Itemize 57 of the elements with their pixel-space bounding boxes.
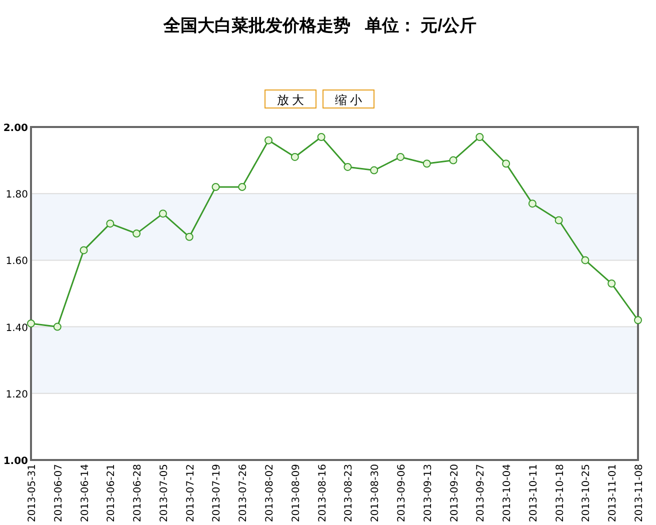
x-tick-label: 2013-08-02 — [264, 464, 276, 522]
point — [264, 136, 273, 144]
x-tick-label: 2013-09-06 — [396, 464, 408, 522]
y-tick-label: 1.80 — [6, 190, 28, 201]
point — [449, 156, 458, 164]
point — [608, 280, 616, 288]
point — [634, 316, 642, 324]
point — [106, 220, 114, 228]
point — [212, 182, 220, 191]
x-tick-label: 2013-10-18 — [554, 464, 566, 522]
y-tick-label: 1.40 — [6, 322, 28, 334]
x-tick-label: 2013-05-31 — [27, 464, 38, 522]
point — [290, 152, 299, 161]
y-tick-label: 1.00 — [3, 456, 28, 467]
x-tick-label: 2013-06-28 — [132, 464, 144, 522]
x-tick-label: 2013-09-13 — [422, 464, 434, 522]
point — [53, 322, 62, 331]
x-tick-label: 2013-06-21 — [106, 464, 118, 522]
x-tick-label: 2013-06-14 — [80, 464, 91, 522]
x-tick-label: 2013-09-20 — [449, 464, 460, 522]
x-tick-label: 2013-07-12 — [185, 464, 196, 522]
x-tick-label: 2013-11-01 — [608, 464, 619, 522]
point — [554, 216, 563, 224]
x-tick-label: 2013-10-04 — [502, 464, 514, 522]
y-tick-label: 2.00 — [3, 123, 28, 134]
point — [370, 166, 378, 174]
x-tick-label: 2013-07-26 — [238, 464, 250, 522]
point — [27, 319, 35, 328]
x-tick-label: 2013-07-05 — [158, 464, 170, 522]
point — [132, 230, 141, 238]
y-tick-label: 1.20 — [6, 389, 28, 400]
point — [422, 160, 431, 168]
point — [476, 132, 484, 141]
point — [185, 232, 194, 241]
point — [528, 200, 536, 208]
point — [344, 162, 352, 171]
point — [502, 160, 510, 168]
x-tick-label: 2013-09-27 — [476, 464, 487, 522]
point — [317, 132, 326, 141]
y-tick-label: 1.60 — [6, 256, 28, 268]
x-tick-label: 2013-11-08 — [634, 464, 645, 522]
x-tick-label: 2013-08-23 — [344, 464, 355, 522]
point — [396, 152, 404, 161]
text: 放 大 — [276, 93, 304, 107]
x-tick-label: 2013-08-09 — [290, 464, 302, 522]
x-tick-label: 2013-08-30 — [370, 464, 382, 522]
point — [80, 246, 88, 254]
x-tick-label: 2013-07-19 — [212, 464, 223, 522]
text: 缩 小 — [334, 93, 362, 107]
x-tick-label: 2013-10-11 — [528, 464, 540, 522]
x-tick-label: 2013-06-07 — [53, 464, 64, 522]
point — [581, 256, 590, 264]
point — [238, 182, 246, 191]
x-tick-label: 2013-08-16 — [317, 464, 328, 522]
x-tick-label: 2013-10-25 — [581, 464, 592, 522]
chart-title: 全国大白菜批发价格走势 单位： 元/公斤 — [162, 16, 476, 35]
point — [158, 210, 167, 218]
